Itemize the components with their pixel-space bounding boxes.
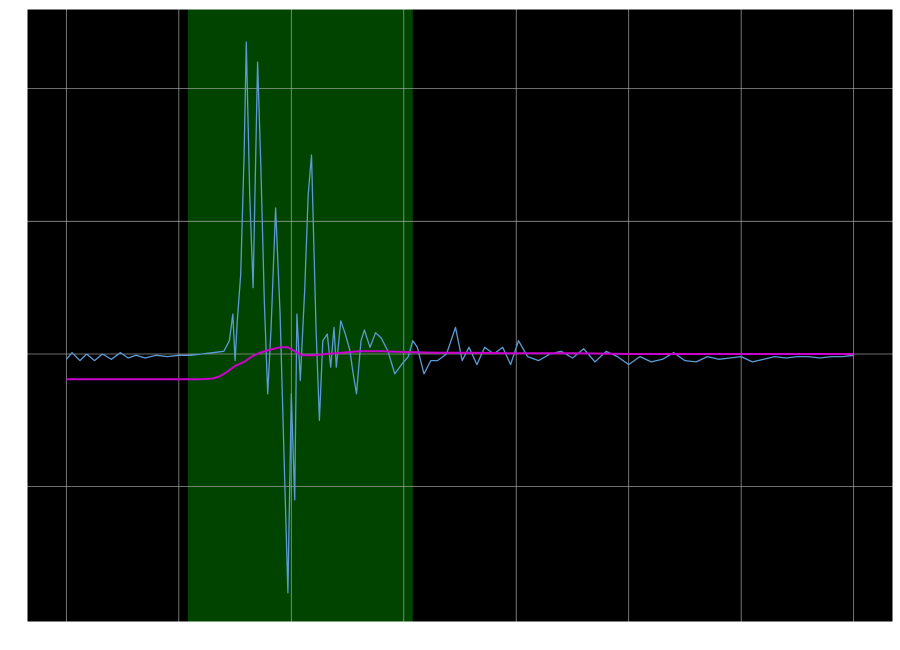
envelope-line [66, 346, 854, 381]
signal-line [65, 41, 854, 594]
plot-frame [26, 8, 894, 623]
plot-background [27, 9, 893, 622]
highlight-span [187, 9, 413, 622]
